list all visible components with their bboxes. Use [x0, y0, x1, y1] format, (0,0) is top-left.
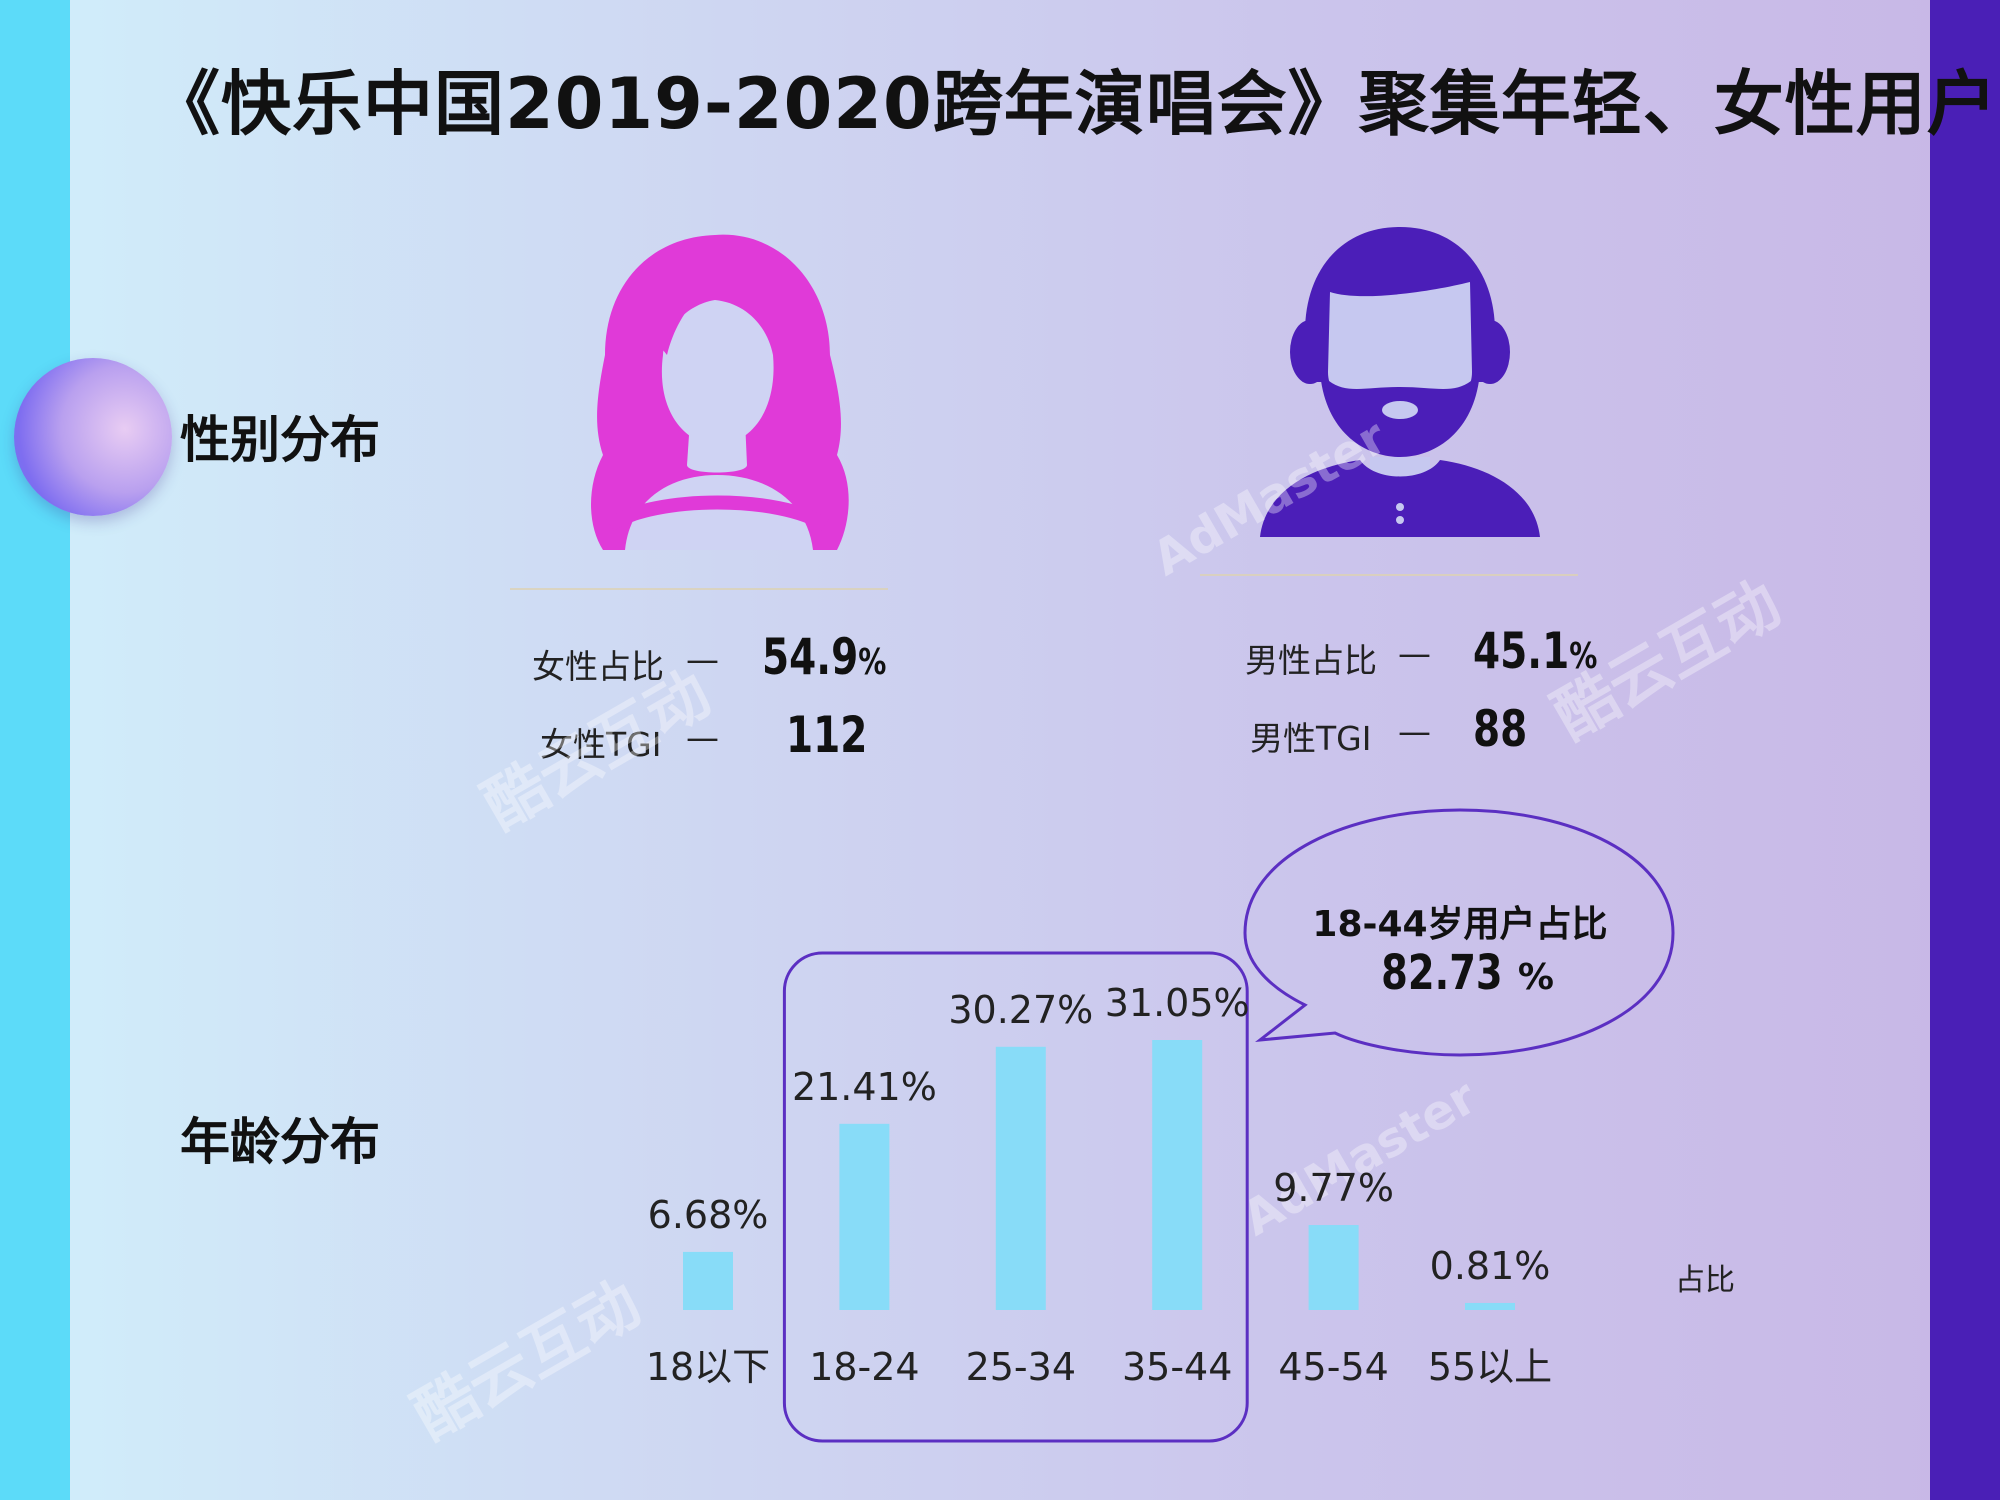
data-label-55以上: 0.81%: [1430, 1244, 1551, 1288]
female-share-dash: —: [686, 640, 719, 679]
data-label-35-44: 31.05%: [1105, 981, 1250, 1025]
callout-bubble: [1243, 808, 1675, 1057]
category-label-18-24: 18-24: [809, 1345, 919, 1389]
highlight-box: [782, 951, 1249, 1443]
bar-18以下: [683, 1251, 733, 1310]
male-tgi-dash: —: [1398, 712, 1431, 751]
female-user-icon: [591, 234, 849, 550]
female-tgi-label: 女性TGI: [540, 725, 662, 764]
male-share-value: 45.1%: [1473, 622, 1598, 680]
male-share-label: 男性占比: [1245, 641, 1377, 680]
left-accent-strip: [0, 0, 70, 1500]
female-divider: [510, 588, 888, 590]
decorative-circle: [14, 358, 172, 516]
data-label-25-34: 30.27%: [948, 988, 1093, 1032]
category-label-45-54: 45-54: [1278, 1345, 1388, 1389]
category-label-18以下: 18以下: [646, 1345, 770, 1389]
series-legend-label: 占比: [1675, 1263, 1735, 1298]
male-tgi-value: 88: [1473, 700, 1528, 758]
female-share-value: 54.9%: [762, 628, 887, 686]
female-share-label: 女性占比: [532, 647, 664, 686]
male-share-dash: —: [1398, 634, 1431, 673]
male-user-icon: [1260, 227, 1540, 537]
bar-55以上: [1465, 1302, 1515, 1310]
callout-value: 82.73%: [1381, 945, 1554, 1001]
data-label-18-24: 21.41%: [792, 1065, 937, 1109]
bar-25-34: [995, 1046, 1046, 1310]
bar-18-24: [839, 1123, 890, 1310]
male-tgi-label: 男性TGI: [1250, 719, 1372, 758]
data-label-18以下: 6.68%: [648, 1193, 769, 1237]
female-tgi-dash: —: [686, 718, 719, 757]
page-title: 《快乐中国2019-2020跨年演唱会》聚集年轻、女性用户: [150, 63, 1998, 145]
right-accent-strip: [1930, 0, 2000, 1500]
female-tgi-value: 112: [786, 706, 868, 764]
callout-label: 18-44岁用户占比: [1312, 904, 1608, 945]
age-section-label: 年龄分布: [180, 1113, 380, 1171]
category-label-55以上: 55以上: [1428, 1345, 1552, 1389]
category-label-35-44: 35-44: [1122, 1345, 1232, 1389]
data-label-45-54: 9.77%: [1273, 1166, 1394, 1210]
category-label-25-34: 25-34: [966, 1345, 1076, 1389]
bar-45-54: [1308, 1225, 1359, 1310]
gender-section-label: 性别分布: [180, 411, 380, 469]
male-divider: [1200, 574, 1578, 576]
bar-35-44: [1152, 1040, 1203, 1310]
